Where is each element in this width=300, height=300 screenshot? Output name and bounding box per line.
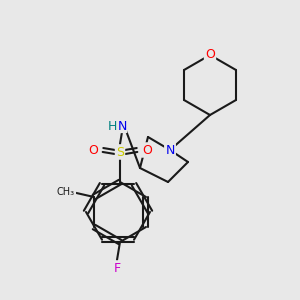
Text: N: N xyxy=(117,119,127,133)
Text: O: O xyxy=(142,143,152,157)
Text: O: O xyxy=(88,143,98,157)
Text: CH₃: CH₃ xyxy=(57,187,75,197)
Text: F: F xyxy=(113,262,121,275)
Text: O: O xyxy=(205,49,215,62)
Text: N: N xyxy=(165,143,175,157)
Text: S: S xyxy=(116,146,124,158)
Text: H: H xyxy=(107,119,117,133)
